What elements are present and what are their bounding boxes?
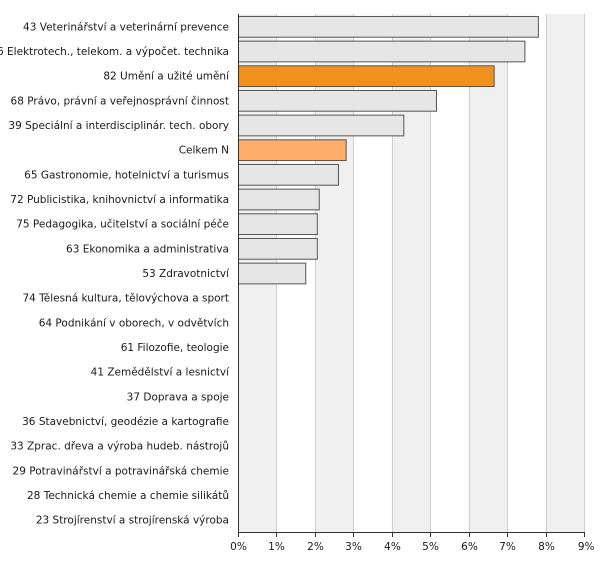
category-label: 43 Veterinářství a veterinární prevence [23, 21, 229, 33]
x-tick-label: 0% [230, 541, 247, 553]
category-label: 65 Gastronomie, hotelnictví a turismus [24, 169, 229, 181]
x-tick-label: 4% [384, 541, 401, 553]
category-label: 74 Tělesná kultura, tělovýchova a sport [22, 293, 229, 305]
x-tick-label: 8% [538, 541, 555, 553]
plot-band [468, 14, 508, 532]
bar [238, 65, 495, 88]
category-label: 36 Stavebnictví, geodézie a kartografie [22, 416, 229, 428]
x-tick-label: 2% [307, 541, 324, 553]
x-tick-label: 9% [578, 541, 595, 553]
bar [238, 213, 318, 236]
category-label: 29 Potravinářství a potravinářská chemie [13, 465, 229, 477]
category-label: Celkem N [179, 145, 229, 157]
category-label: 28 Technická chemie a chemie silikátů [27, 490, 229, 502]
x-axis: 0% 1% 2% 3% 4% 5% 6% 7% 8% 9% [230, 14, 595, 553]
category-label: 61 Filozofie, teologie [121, 342, 229, 354]
category-label: 41 Zemědělství a lesnictví [91, 367, 230, 379]
category-label: 63 Ekonomika a administrativa [66, 243, 229, 255]
bar [238, 114, 405, 137]
category-label: 39 Speciální a interdisciplinár. tech. o… [8, 120, 229, 132]
plot-band [545, 14, 584, 532]
category-labels: 43 Veterinářství a veterinární prevence 2… [0, 21, 230, 526]
bar [238, 40, 526, 63]
bar [238, 15, 539, 38]
category-label: 82 Umění a užité umění [103, 71, 230, 83]
category-label: 64 Podnikání v oborech, v odvětvích [39, 317, 229, 329]
x-tick-label: 7% [499, 541, 516, 553]
category-label: 33 Zprac. dřeva a výroba hudeb. nástrojů [10, 441, 229, 453]
category-label: 72 Publicistika, knihovnictví a informat… [10, 194, 229, 206]
bar [238, 237, 318, 260]
bar [238, 163, 339, 186]
category-label: 75 Pedagogika, učitelství a sociální péč… [16, 219, 229, 231]
x-tick-label: 6% [461, 541, 478, 553]
category-label: 37 Doprava a spoje [127, 391, 229, 403]
x-tick-label: 5% [422, 541, 439, 553]
bar [238, 188, 320, 211]
plot-band [507, 14, 546, 532]
category-label: 26 Elektrotech., telekom. a výpočet. tec… [0, 46, 229, 58]
bar [238, 89, 437, 112]
bar [238, 139, 347, 162]
category-label: 53 Zdravotnictví [142, 268, 230, 280]
x-tick-label: 1% [268, 541, 285, 553]
x-tick-label: 3% [345, 541, 362, 553]
category-label: 23 Strojírenství a strojírenská výroba [36, 515, 229, 527]
category-label: 68 Právo, právní a veřejnosprávní činnos… [11, 95, 229, 107]
bar [238, 262, 307, 285]
